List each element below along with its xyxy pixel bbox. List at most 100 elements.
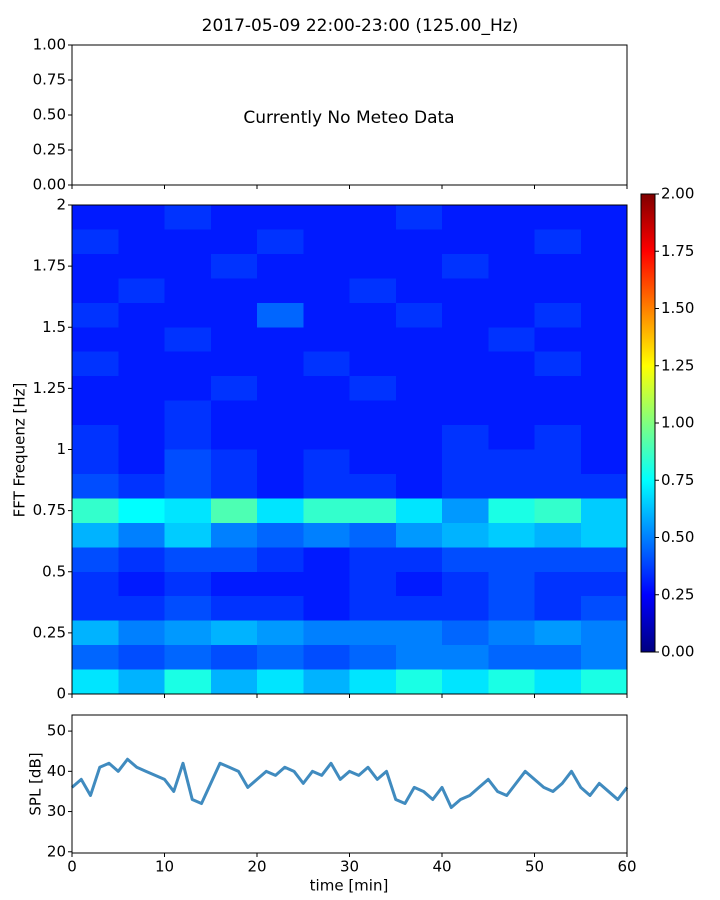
heatmap-cell bbox=[534, 302, 581, 328]
heatmap-cell bbox=[210, 278, 257, 303]
heatmap-cell bbox=[118, 229, 165, 254]
heatmap-cell bbox=[349, 327, 396, 352]
heatmap-cell bbox=[72, 205, 119, 230]
heatmap bbox=[72, 205, 627, 694]
heatmap-cell bbox=[395, 302, 442, 328]
heatmap-cell bbox=[349, 473, 396, 499]
heatmap-cell bbox=[488, 302, 535, 328]
heatmap-cell bbox=[164, 253, 211, 279]
x-axis-label: time [min] bbox=[310, 877, 389, 895]
heatmap-cell bbox=[395, 620, 442, 646]
heatmap-cell bbox=[118, 376, 165, 401]
heatmap-cell bbox=[164, 522, 211, 548]
heatmap-cell bbox=[72, 253, 119, 279]
heatmap-cell bbox=[210, 449, 257, 474]
heatmap-cell bbox=[210, 425, 257, 450]
heatmap-cell bbox=[118, 327, 165, 352]
heatmap-cell bbox=[534, 278, 581, 303]
heatmap-cell bbox=[257, 302, 304, 328]
heatmap-cell bbox=[118, 620, 165, 646]
heatmap-cell bbox=[442, 669, 489, 694]
heatmap-cell bbox=[442, 596, 489, 621]
heatmap-cell bbox=[534, 400, 581, 426]
heatmap-cell bbox=[72, 376, 119, 401]
heatmap-cell bbox=[164, 351, 211, 377]
heatmap-cell bbox=[349, 302, 396, 328]
x-tick-label: 20 bbox=[247, 858, 266, 876]
heatmap-cell bbox=[210, 400, 257, 426]
heatmap-cell bbox=[442, 229, 489, 254]
heatmap-cell bbox=[164, 498, 211, 523]
heatmap-cell bbox=[580, 376, 627, 401]
x-tick-label: 40 bbox=[432, 858, 451, 876]
heatmap-cell bbox=[72, 522, 119, 548]
x-tick-label: 0 bbox=[67, 858, 77, 876]
heatmap-cell bbox=[210, 302, 257, 328]
x-tick-label: 30 bbox=[340, 858, 359, 876]
heatmap-cell bbox=[395, 571, 442, 597]
heatmap-cell bbox=[303, 620, 350, 646]
heatmap-cell bbox=[534, 473, 581, 499]
heatmap-cell bbox=[72, 278, 119, 303]
heatmap-cell bbox=[580, 351, 627, 377]
heatmap-cell bbox=[118, 425, 165, 450]
heatmap-cell bbox=[118, 400, 165, 426]
heatmap-cell bbox=[488, 327, 535, 352]
heatmap-cell bbox=[442, 571, 489, 597]
heatmap-cell bbox=[164, 669, 211, 694]
heatmap-cell bbox=[580, 669, 627, 694]
heatmap-cell bbox=[210, 547, 257, 572]
heatmap-cell bbox=[210, 351, 257, 377]
heatmap-cell bbox=[257, 669, 304, 694]
heatmap-cell bbox=[257, 473, 304, 499]
heatmap-cell bbox=[210, 253, 257, 279]
heatmap-cell bbox=[164, 229, 211, 254]
heatmap-cell bbox=[580, 400, 627, 426]
heatmap-cell bbox=[580, 302, 627, 328]
heatmap-cell bbox=[210, 571, 257, 597]
heatmap-cell bbox=[118, 669, 165, 694]
heatmap-cell bbox=[349, 229, 396, 254]
heatmap-cell bbox=[488, 547, 535, 572]
y-tick-label: 1.25 bbox=[33, 379, 66, 397]
heatmap-cell bbox=[534, 522, 581, 548]
heatmap-cell bbox=[488, 645, 535, 670]
heatmap-cell bbox=[349, 522, 396, 548]
heatmap-cell bbox=[395, 669, 442, 694]
heatmap-cell bbox=[442, 620, 489, 646]
heatmap-cell bbox=[442, 327, 489, 352]
heatmap-cell bbox=[303, 351, 350, 377]
heatmap-cell bbox=[303, 376, 350, 401]
y-axis-label: FFT Frequenz [Hz] bbox=[11, 383, 29, 518]
heatmap-cell bbox=[488, 376, 535, 401]
heatmap-cell bbox=[72, 473, 119, 499]
heatmap-cell bbox=[349, 400, 396, 426]
colorbar bbox=[640, 193, 656, 653]
heatmap-cell bbox=[534, 351, 581, 377]
heatmap-cell bbox=[257, 400, 304, 426]
heatmap-cell bbox=[257, 620, 304, 646]
heatmap-cell bbox=[257, 645, 304, 670]
heatmap-cell bbox=[395, 498, 442, 523]
heatmap-cell bbox=[488, 620, 535, 646]
heatmap-cell bbox=[442, 645, 489, 670]
heatmap-cell bbox=[395, 547, 442, 572]
heatmap-cell bbox=[534, 205, 581, 230]
y-tick-label: 1.5 bbox=[42, 318, 66, 336]
colorbar-tick-label: 0.00 bbox=[661, 643, 694, 661]
heatmap-cell bbox=[580, 620, 627, 646]
heatmap-cell bbox=[395, 473, 442, 499]
colorbar-tick-label: 0.25 bbox=[661, 585, 694, 603]
heatmap-cell bbox=[303, 229, 350, 254]
heatmap-cell bbox=[442, 522, 489, 548]
y-tick-label: 20 bbox=[47, 842, 66, 860]
heatmap-cell bbox=[534, 376, 581, 401]
heatmap-cell bbox=[349, 571, 396, 597]
axes-frame bbox=[71, 204, 628, 695]
colorbar-tick-label: 1.50 bbox=[661, 299, 694, 317]
heatmap-cell bbox=[580, 327, 627, 352]
heatmap-cell bbox=[303, 327, 350, 352]
y-tick-label: 0.00 bbox=[33, 176, 66, 194]
heatmap-cell bbox=[118, 449, 165, 474]
heatmap-cell bbox=[580, 547, 627, 572]
